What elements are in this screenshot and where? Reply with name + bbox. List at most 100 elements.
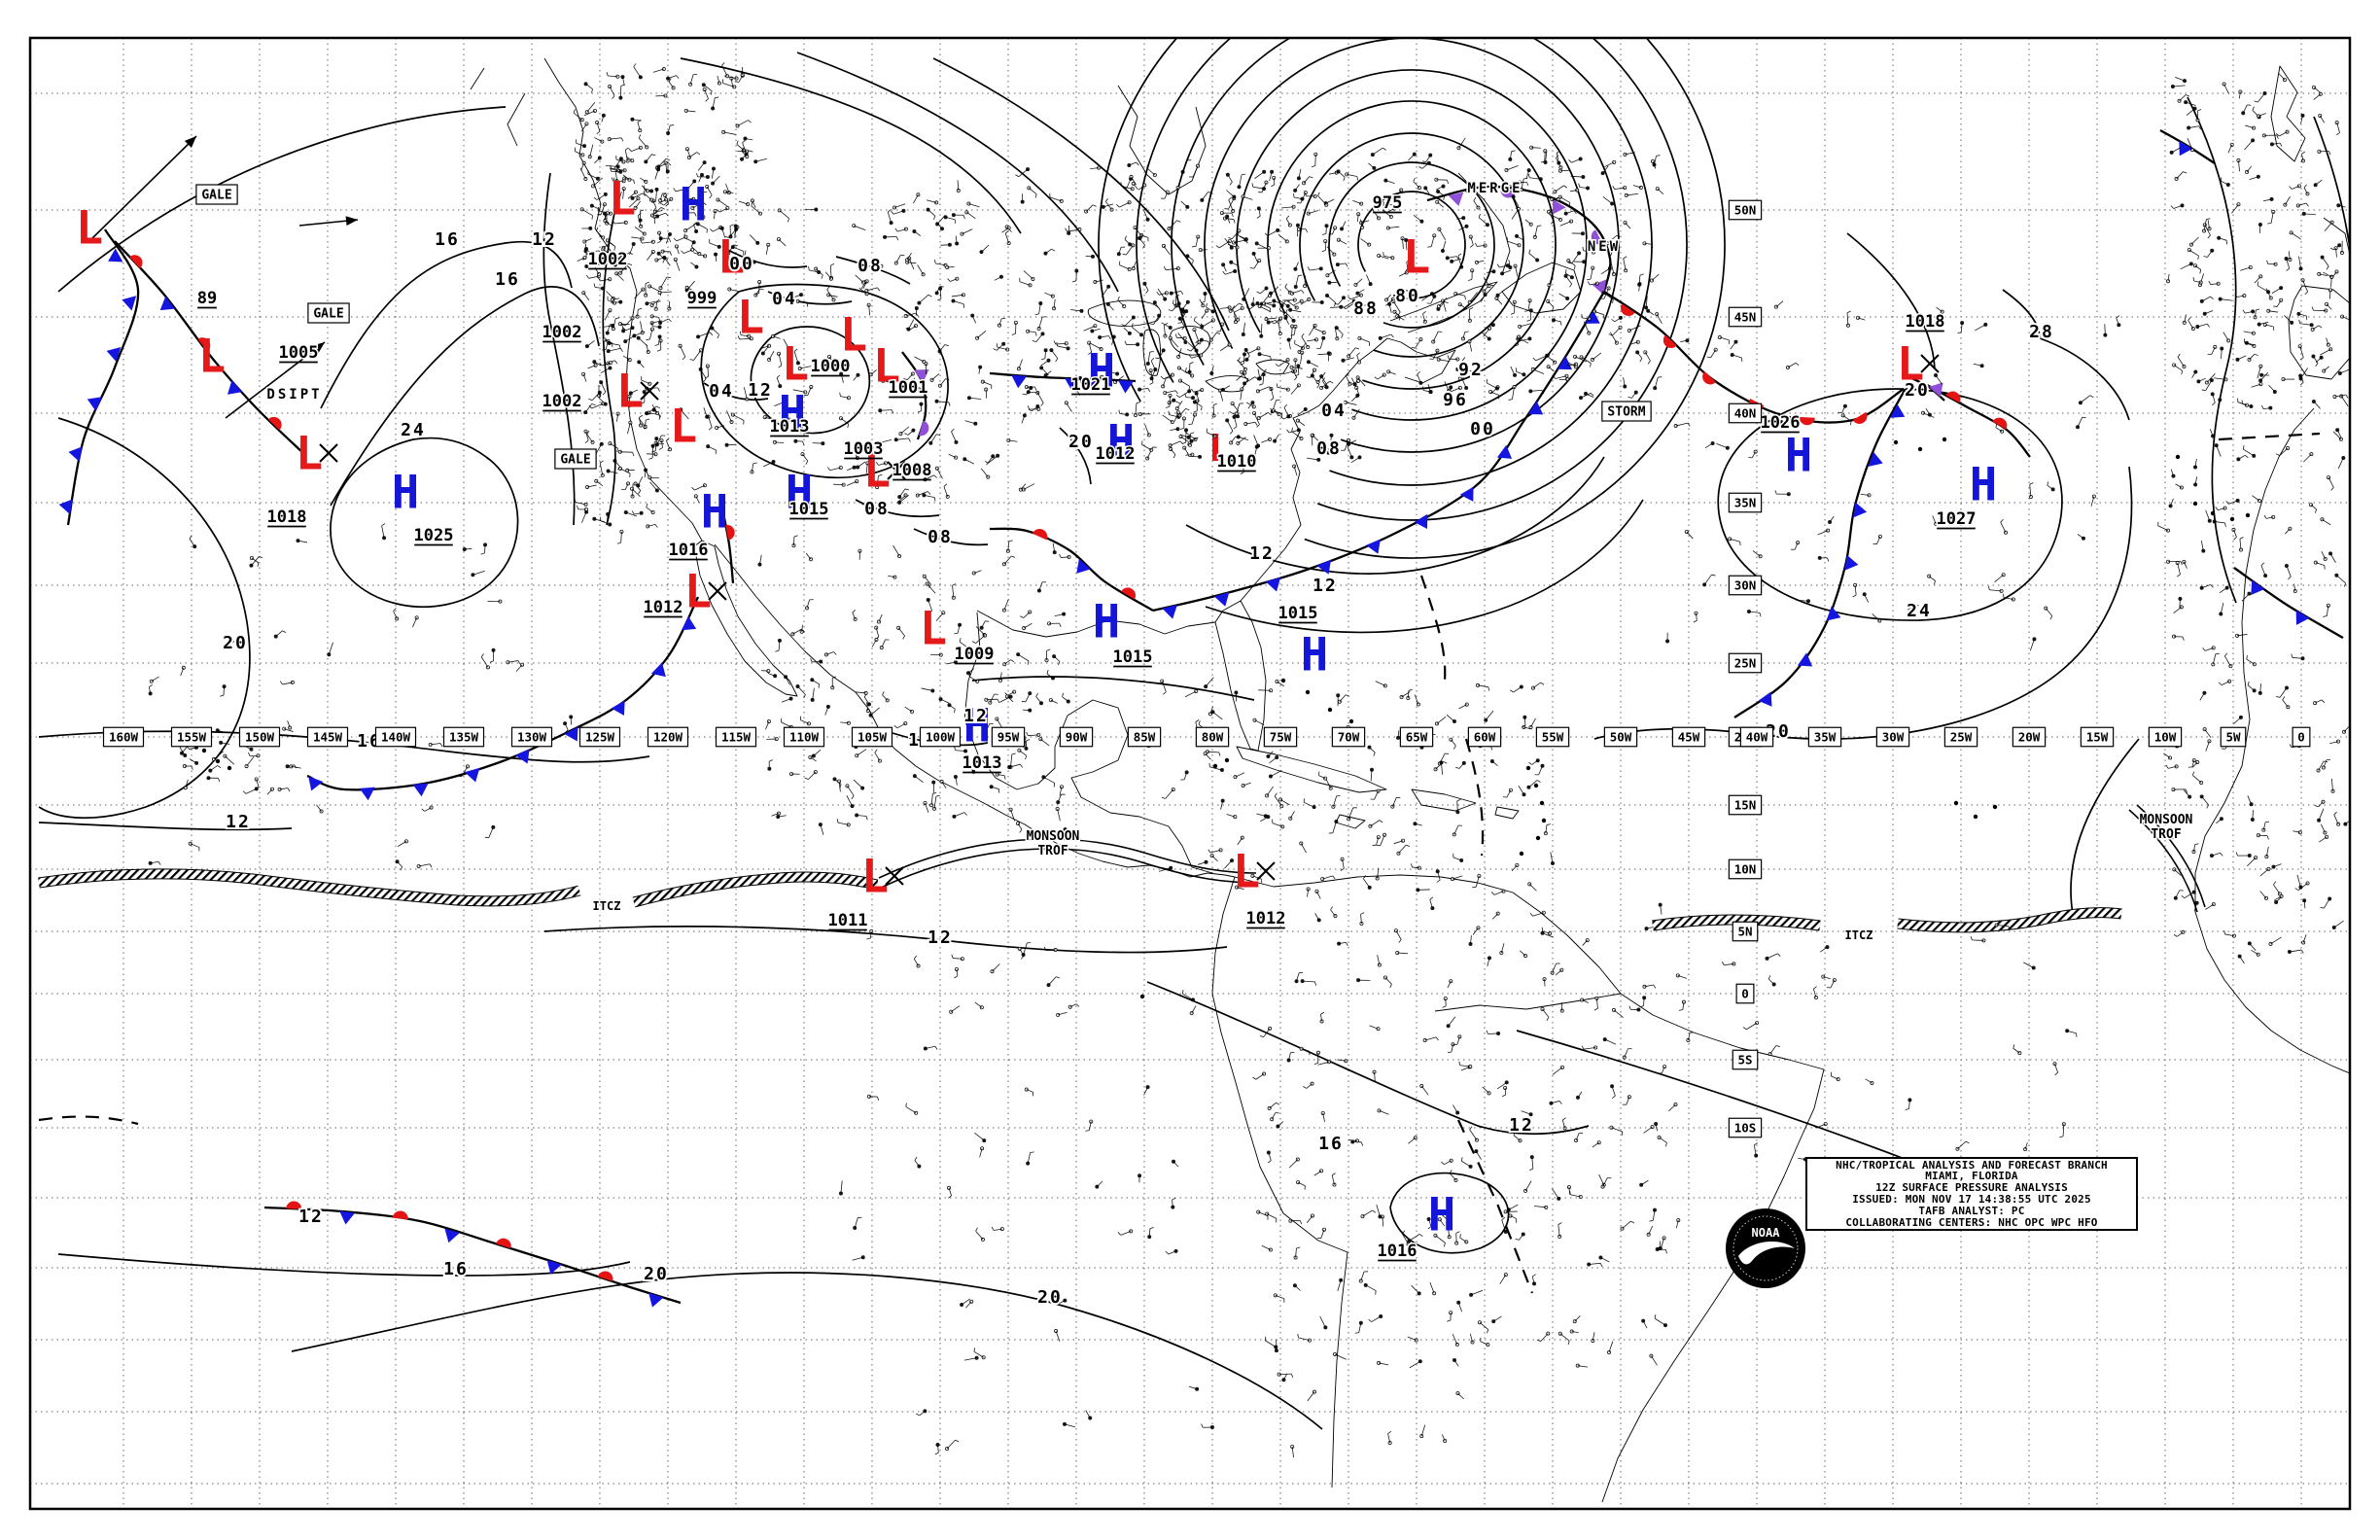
- coastline: [693, 540, 798, 697]
- isobar-ring: [1171, 38, 1653, 486]
- island-dot: [2175, 454, 2181, 460]
- cold-front-pip: [122, 296, 137, 311]
- lon-label-45w: 45W: [1671, 726, 1706, 748]
- occluded-front-pip: [914, 368, 929, 383]
- contour-label: 16: [1318, 1134, 1344, 1154]
- annotation-dsipt: DSIPT: [266, 387, 322, 402]
- pressure-value: 1015: [789, 500, 829, 519]
- cold-front-pip: [515, 749, 530, 764]
- low-center: L 1011: [826, 851, 904, 932]
- contour-label: 08: [858, 256, 883, 276]
- pressure-value: 1018: [1906, 312, 1945, 332]
- low-symbol: L: [296, 428, 323, 481]
- island-dot: [1953, 800, 1959, 806]
- lon-label-140w: 140W: [374, 726, 417, 748]
- lon-label-70w: 70W: [1331, 726, 1366, 748]
- island-dot: [1541, 818, 1547, 823]
- lat-label-10s: 10S: [1728, 1117, 1763, 1138]
- contour-label: 12: [963, 706, 989, 726]
- lon-label-5w: 5W: [2220, 726, 2247, 748]
- coastline: [1087, 299, 1162, 327]
- monsoon-trough-line: [880, 848, 1259, 889]
- warm-front-pip: [597, 1271, 613, 1282]
- pressure-value: 1010: [1217, 452, 1257, 472]
- arrowhead-icon: [184, 136, 196, 148]
- isobar: [291, 1272, 1323, 1430]
- pressure-value: 1016: [1378, 1242, 1418, 1261]
- high-center: H: [680, 179, 707, 232]
- contour-label: 12: [226, 812, 251, 832]
- contour-label: 16: [495, 269, 520, 290]
- monsoon-trough-line: [2128, 809, 2198, 913]
- warning-label-gale: GALE: [307, 302, 350, 324]
- high-symbol: H: [786, 467, 813, 520]
- contour-label: 20: [223, 633, 248, 653]
- isobar: [2002, 289, 2130, 421]
- cold-front-pip: [339, 1210, 356, 1225]
- contour-label: 12: [748, 380, 773, 401]
- lat-label-25n: 25N: [1728, 652, 1763, 674]
- coastline: [1234, 874, 1825, 1503]
- island-dot: [1942, 437, 1947, 442]
- low-center: L 1008: [863, 445, 933, 499]
- cold-front-pip: [1496, 444, 1513, 459]
- warm-front-pip: [129, 255, 143, 269]
- lon-label-35w: 35W: [1807, 726, 1842, 748]
- isobar: [750, 326, 871, 435]
- lon-label-65w: 65W: [1399, 726, 1434, 748]
- island-dot: [227, 765, 232, 771]
- low-center: L: [840, 309, 867, 363]
- trough-line: [1457, 1119, 1534, 1294]
- coastline: [1211, 876, 1348, 1488]
- low-symbol: L: [737, 292, 764, 345]
- trough-axis-arrow: [91, 135, 197, 239]
- pressure-value: 1015: [1278, 604, 1318, 623]
- cold-front: [1733, 384, 1909, 718]
- isobar: [2070, 738, 2140, 915]
- occluded-front-pip: [1553, 199, 1566, 215]
- low-symbol: L: [861, 851, 889, 904]
- lat-label-35n: 35N: [1728, 492, 1763, 513]
- lon-label-80w: 80W: [1195, 726, 1230, 748]
- cold-front-pip: [58, 499, 73, 515]
- low-symbol: L: [863, 445, 891, 499]
- cold-front-pip: [1527, 401, 1544, 415]
- isobar: [1059, 427, 1092, 485]
- trough-axis-arrow: [225, 341, 326, 419]
- isobar: [1717, 388, 2063, 621]
- low-symbol: L: [1897, 338, 1924, 392]
- cold-front-pip: [1844, 554, 1859, 571]
- isobar-ring: [1267, 100, 1557, 390]
- cold-front-pip: [2179, 141, 2193, 157]
- island-dot: [1893, 439, 1899, 445]
- isobar: [38, 417, 251, 820]
- contour-label: 12: [532, 229, 557, 250]
- itcz-layer: [38, 804, 2206, 933]
- isobar: [913, 528, 989, 546]
- stationary-front: [263, 1206, 682, 1305]
- high-symbol: H: [1785, 430, 1812, 483]
- pressure-value: 1012: [1246, 909, 1286, 928]
- lat-label-45n: 45N: [1728, 306, 1763, 328]
- low-center: L 1000: [782, 338, 852, 392]
- info-line-centers: COLLABORATING CENTERS: NHC OPC WPC HFO: [1845, 1215, 2098, 1229]
- contour-label: 04: [1321, 401, 1347, 421]
- contour-label: 16: [435, 229, 460, 250]
- analysis-info-box: NHC/TROPICAL ANALYSIS AND FORECAST BRANC…: [1805, 1157, 2138, 1231]
- contour-label: 08: [928, 527, 953, 547]
- cold-front-pip: [2295, 610, 2310, 625]
- low-symbol: L: [1233, 846, 1260, 899]
- cold-front-pip: [68, 446, 83, 463]
- occluded-front-pip: [1448, 192, 1464, 207]
- front-layer: [58, 129, 2344, 1308]
- isobar: [796, 52, 1119, 293]
- isobar-ring: [1204, 38, 1620, 453]
- cold-front-pip: [87, 397, 102, 411]
